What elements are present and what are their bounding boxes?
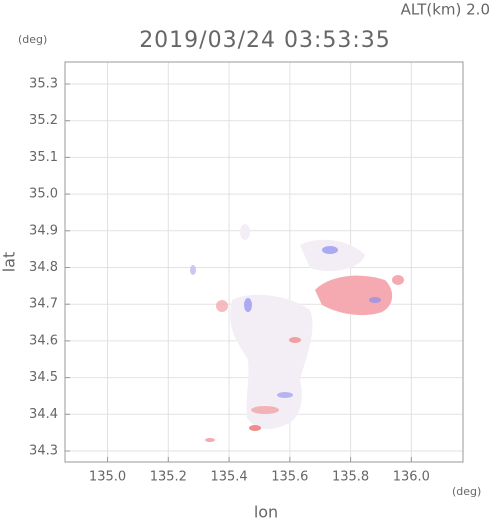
- echo: [244, 298, 252, 312]
- echo: [392, 275, 404, 285]
- y-tick-label: 35.1: [29, 150, 58, 165]
- x-axis-label: lon: [254, 503, 278, 521]
- y-unit: (deg): [18, 33, 47, 46]
- y-tick-label: 35.0: [29, 187, 58, 202]
- x-tick-label: 135.0: [89, 470, 126, 485]
- y-tick-label: 34.4: [29, 407, 58, 422]
- y-tick-label: 34.7: [29, 297, 58, 312]
- echoes: [190, 224, 404, 442]
- x-unit: (deg): [452, 485, 481, 498]
- x-tick-label: 135.8: [332, 470, 369, 485]
- echo: [322, 246, 338, 254]
- grid: [65, 62, 463, 462]
- y-tick-label: 34.9: [29, 223, 58, 238]
- x-tick-label: 136.0: [393, 470, 430, 485]
- x-tick-label: 135.6: [271, 470, 308, 485]
- echo: [289, 337, 301, 343]
- echo: [190, 265, 196, 275]
- x-tick-label: 135.2: [150, 470, 187, 485]
- y-tick-label: 34.5: [29, 370, 58, 385]
- echo: [205, 438, 215, 442]
- echo: [315, 275, 393, 316]
- echo: [251, 406, 279, 414]
- echo: [300, 239, 365, 272]
- plot-frame: [64, 61, 464, 463]
- echo: [249, 425, 261, 431]
- y-tick-label: 34.6: [29, 333, 58, 348]
- y-tick-label: 35.3: [29, 77, 58, 92]
- y-axis-label: lat: [0, 252, 19, 273]
- altitude: ALT(km) 2.0: [401, 1, 490, 19]
- y-tick-label: 35.2: [29, 113, 58, 128]
- chart-title: 2019/03/24 03:53:35: [139, 28, 391, 53]
- echo: [240, 224, 250, 240]
- echo: [216, 300, 228, 312]
- echo: [369, 297, 381, 303]
- x-tick-label: 135.4: [210, 470, 247, 485]
- y-tick-label: 34.8: [29, 260, 58, 275]
- y-tick-label: 34.3: [29, 443, 58, 458]
- echo: [277, 392, 293, 398]
